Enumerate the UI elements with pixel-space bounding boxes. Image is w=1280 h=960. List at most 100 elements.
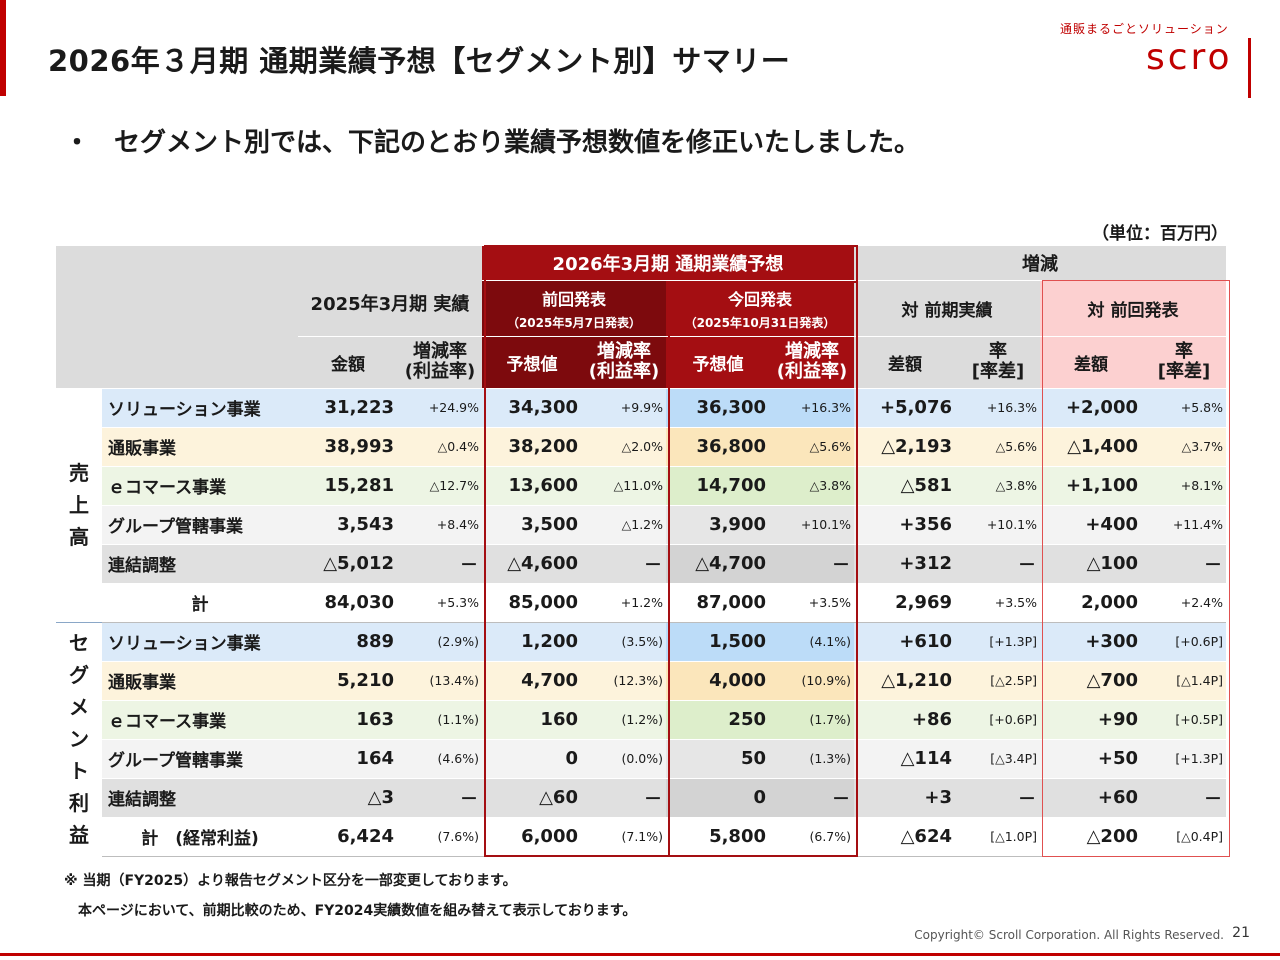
cell-actual-rate: △0.4% <box>398 427 482 467</box>
cell-prev-rate: － <box>582 544 666 584</box>
cell-actual-rate: △12.7% <box>398 466 482 506</box>
cell-prev-rate: +1.2% <box>582 583 666 623</box>
cell-prev-rate: △1.2% <box>582 505 666 545</box>
footnote-1: ※ 当期（FY2025）より報告セグメント区分を一部変更しております。 <box>64 873 517 889</box>
cell-diff-pa: +300 <box>1040 621 1142 662</box>
cell-prev: 6,000 <box>482 817 582 857</box>
cell-curr: 50 <box>666 739 770 779</box>
cell-actual-rate: － <box>398 778 482 818</box>
cell-rate-py: △5.6% <box>956 427 1040 467</box>
cell-diff-py: +312 <box>854 544 956 584</box>
cell-diff-pa: +90 <box>1040 700 1142 740</box>
title-accent-bar <box>0 0 6 96</box>
header-curr-announce-label: 今回発表 <box>727 289 792 309</box>
cell-curr: 1,500 <box>666 621 770 662</box>
section-profit-text: セグメント利益 <box>69 631 89 848</box>
segment-forecast-table: 2025年3月期 実績 2026年3月期 通期業績予想 増減 前回発表 （202… <box>56 246 1226 857</box>
cell-rate-py: [△3.4P] <box>956 739 1040 779</box>
cell-curr: 4,000 <box>666 661 770 701</box>
cell-rate-pa: △3.7% <box>1142 427 1226 467</box>
header-prev-announce-date: （2025年5月7日発表） <box>506 315 642 330</box>
cell-prev-rate: △11.0% <box>582 466 666 506</box>
page-number: 21 <box>1232 925 1250 941</box>
cell-prev: 13,600 <box>482 466 582 506</box>
header-rate-py: 率 [率差] <box>956 336 1040 389</box>
cell-diff-py: 2,969 <box>854 583 956 623</box>
cell-prev-rate: (0.0%) <box>582 739 666 779</box>
cell-actual: 3,543 <box>298 505 398 545</box>
header-curr-rate-l2: (利益率) <box>776 361 848 382</box>
header-actual-rate-l1: 増減率 <box>413 341 467 362</box>
cell-curr-rate: (1.3%) <box>770 739 854 779</box>
cell-curr-rate: － <box>770 778 854 818</box>
cell-rate-py: △3.8% <box>956 466 1040 506</box>
bullet-statement: ・セグメント別では、下記のとおり業績予想数値を修正いたしました。 <box>64 122 920 159</box>
cell-diff-py: +3 <box>854 778 956 818</box>
cell-diff-py: +86 <box>854 700 956 740</box>
cell-actual: △5,012 <box>298 544 398 584</box>
row-name: 通販事業 <box>102 427 298 467</box>
cell-prev: 0 <box>482 739 582 779</box>
cell-actual: 15,281 <box>298 466 398 506</box>
cell-diff-pa: +60 <box>1040 778 1142 818</box>
bullet-text: セグメント別では、下記のとおり業績予想数値を修正いたしました。 <box>114 128 921 158</box>
cell-curr: 14,700 <box>666 466 770 506</box>
cell-diff-pa: △700 <box>1040 661 1142 701</box>
cell-diff-py: △114 <box>854 739 956 779</box>
page-title: 2026年３月期 通期業績予想【セグメント別】サマリー <box>48 44 791 78</box>
cell-curr-rate: +3.5% <box>770 583 854 623</box>
cell-prev: 85,000 <box>482 583 582 623</box>
cell-rate-pa: [△0.4P] <box>1142 817 1226 857</box>
cell-rate-pa: +5.8% <box>1142 387 1226 428</box>
cell-rate-py: +3.5% <box>956 583 1040 623</box>
cell-rate-py: [△1.0P] <box>956 817 1040 857</box>
header-diff-py: 差額 <box>854 336 956 389</box>
header-fy2025-actual: 2025年3月期 実績 <box>298 246 482 337</box>
header-diff-pa: 差額 <box>1040 336 1142 389</box>
cell-curr: 250 <box>666 700 770 740</box>
section-sales-label: 売上高 <box>56 387 102 622</box>
header-prev-announce-label: 前回発表 <box>541 289 606 309</box>
cell-prev: 1,200 <box>482 621 582 662</box>
header-curr-value: 予想値 <box>666 336 770 389</box>
header-actual-rate-l2: (利益率) <box>404 361 476 382</box>
cell-prev-rate: － <box>582 778 666 818</box>
row-name: 連結調整 <box>102 778 298 818</box>
cell-rate-py: [+0.6P] <box>956 700 1040 740</box>
cell-actual: 164 <box>298 739 398 779</box>
header-vs-prev-announce: 対 前回発表 <box>1040 280 1226 337</box>
header-prev-rate-l1: 増減率 <box>597 341 651 362</box>
cell-actual: △3 <box>298 778 398 818</box>
cell-curr: 0 <box>666 778 770 818</box>
cell-diff-pa: +2,000 <box>1040 387 1142 428</box>
row-name: ソリューション事業 <box>102 387 298 428</box>
cell-curr-rate: △3.8% <box>770 466 854 506</box>
header-rate-pa-l2: [率差] <box>1157 361 1211 382</box>
cell-curr-rate: (6.7%) <box>770 817 854 857</box>
cell-rate-py: +10.1% <box>956 505 1040 545</box>
cell-diff-py: +610 <box>854 621 956 662</box>
cell-actual: 31,223 <box>298 387 398 428</box>
header-curr-announce-date: （2025年10月31日発表） <box>684 315 836 330</box>
header-fy2026-forecast: 2026年3月期 通期業績予想 <box>482 246 854 281</box>
cell-prev: 160 <box>482 700 582 740</box>
cell-prev-rate: +9.9% <box>582 387 666 428</box>
cell-curr: 87,000 <box>666 583 770 623</box>
cell-rate-py: － <box>956 778 1040 818</box>
cell-actual-rate: +5.3% <box>398 583 482 623</box>
cell-diff-pa: △100 <box>1040 544 1142 584</box>
cell-actual-rate: (2.9%) <box>398 621 482 662</box>
cell-diff-py: +5,076 <box>854 387 956 428</box>
cell-actual-rate: － <box>398 544 482 584</box>
cell-diff-pa: △200 <box>1040 817 1142 857</box>
logo-tagline: 通販まるごとソリューション <box>1060 22 1229 36</box>
header-change: 増減 <box>854 246 1226 281</box>
cell-actual: 6,424 <box>298 817 398 857</box>
footer-line <box>0 953 1280 956</box>
logo-bar-mark <box>1248 38 1251 98</box>
header-actual-rate: 増減率 (利益率) <box>398 336 482 389</box>
cell-prev-rate: △2.0% <box>582 427 666 467</box>
cell-curr-rate: △5.6% <box>770 427 854 467</box>
cell-curr-rate: (10.9%) <box>770 661 854 701</box>
cell-rate-pa: － <box>1142 778 1226 818</box>
